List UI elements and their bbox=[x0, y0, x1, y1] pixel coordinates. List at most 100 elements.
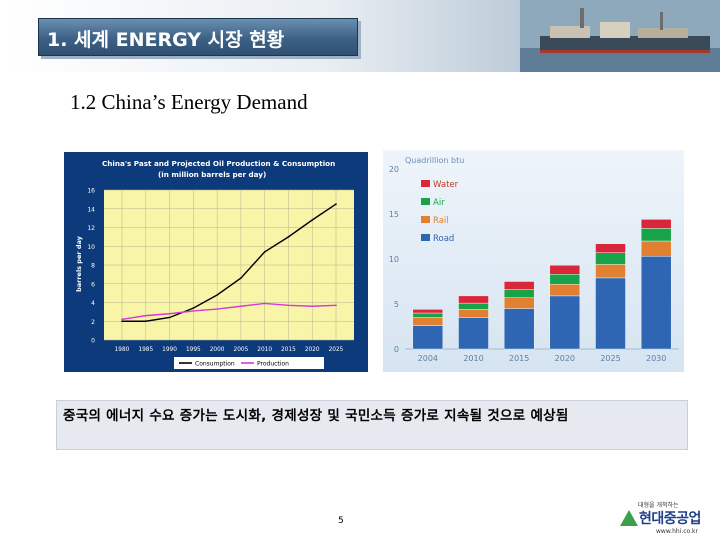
x-tick-label: 1980 bbox=[115, 347, 130, 353]
y-axis-label: barrels per day bbox=[75, 235, 83, 292]
bar-segment-air-2015 bbox=[503, 289, 535, 298]
legend-swatch-water bbox=[421, 180, 430, 187]
data-point-production bbox=[311, 305, 314, 308]
bar-segment-air-2004 bbox=[412, 312, 444, 318]
offshore-platform-image bbox=[520, 0, 720, 72]
bar-segment-rail-2020 bbox=[549, 283, 581, 297]
y-tick-label: 8 bbox=[91, 263, 95, 270]
logo-url: www.hhi.co.kr bbox=[656, 528, 698, 535]
data-point-production bbox=[168, 312, 171, 315]
bar-segment-rail-2030 bbox=[640, 240, 672, 257]
y-tick-label: 16 bbox=[87, 188, 95, 195]
series-line-production bbox=[121, 302, 337, 321]
slide-title: 1. 세계 ENERGY 시장 현황 bbox=[47, 29, 285, 51]
data-point-consumption bbox=[335, 203, 337, 205]
y-tick-labels: 0 2 4 6 8 10 12 14 16 bbox=[87, 188, 95, 345]
bar-segment-air-2025 bbox=[595, 252, 626, 265]
legend: Water Air Rail Road bbox=[421, 180, 459, 244]
x-tick-label: 2020 bbox=[305, 347, 320, 353]
data-point-production bbox=[240, 305, 242, 308]
y-tick-label: 15 bbox=[389, 210, 399, 219]
company-logo: 대형을 개척하는 현대중공업 www.hhi.co.kr bbox=[612, 498, 716, 538]
x-tick-label: 2005 bbox=[234, 347, 249, 353]
chart-subtitle: (in million barrels per day) bbox=[158, 170, 266, 179]
bar-segment-water-2010 bbox=[458, 295, 489, 304]
legend-label-road: Road bbox=[433, 234, 454, 244]
bar-segment-rail-2025 bbox=[595, 264, 626, 279]
legend-swatch-rail bbox=[421, 216, 430, 223]
series-lines bbox=[121, 203, 337, 323]
y-tick-label: 12 bbox=[87, 225, 95, 232]
data-point-production bbox=[335, 304, 337, 307]
data-point-production bbox=[144, 314, 147, 317]
x-tick-labels: 1980 1985 1990 1995 2000 2005 2010 2015 2020 2025 bbox=[115, 347, 344, 353]
y-tick-label: 14 bbox=[87, 206, 95, 213]
bar-segment-road-2004 bbox=[412, 325, 444, 350]
y-tick-label: 6 bbox=[91, 281, 95, 288]
legend-label-consumption: Consumption bbox=[195, 361, 235, 368]
x-tick-label: 2030 bbox=[646, 354, 666, 363]
y-tick-label: 10 bbox=[389, 255, 399, 264]
data-point-consumption bbox=[216, 294, 218, 296]
series-line-consumption bbox=[122, 203, 337, 322]
bar-segment-water-2015 bbox=[503, 281, 535, 290]
bar-segment-road-2020 bbox=[549, 295, 581, 350]
caption-text: 중국의 에너지 수요 증가는 도시화, 경제성장 및 국민소득 증가로 지속될 … bbox=[63, 408, 569, 424]
bar-segment-water-2030 bbox=[640, 219, 672, 229]
bar-segment-water-2025 bbox=[595, 243, 626, 253]
y-tick-label: 4 bbox=[91, 300, 95, 307]
oil-line-chart: China's Past and Projected Oil Productio… bbox=[64, 152, 368, 372]
y-tick-label: 2 bbox=[91, 319, 95, 326]
x-tick-label: 1995 bbox=[186, 347, 201, 353]
y-tick-labels: 0 5 10 15 20 bbox=[389, 165, 399, 354]
x-tick-label: 2025 bbox=[329, 347, 344, 353]
x-tick-label: 1990 bbox=[162, 347, 177, 353]
data-point-production bbox=[121, 318, 123, 321]
data-point-production bbox=[287, 304, 290, 307]
y-tick-label: 0 bbox=[91, 338, 95, 345]
bar-segment-water-2004 bbox=[412, 309, 444, 314]
bar-segment-road-2030 bbox=[640, 256, 672, 350]
chart-title: China's Past and Projected Oil Productio… bbox=[102, 159, 335, 168]
y-tick-label: 5 bbox=[394, 300, 399, 309]
bar-segment-air-2030 bbox=[640, 228, 672, 242]
stacked-bars bbox=[412, 219, 672, 350]
bar-segment-rail-2010 bbox=[458, 309, 489, 318]
logo-tagline: 대형을 개척하는 bbox=[638, 502, 679, 509]
legend-swatch-road bbox=[421, 234, 430, 241]
data-point-consumption bbox=[287, 236, 290, 238]
x-tick-label: 2010 bbox=[463, 354, 483, 363]
legend-label-water: Water bbox=[433, 180, 459, 190]
legend-swatch-air bbox=[421, 198, 430, 205]
data-point-production bbox=[192, 310, 195, 312]
bar-segment-air-2020 bbox=[549, 274, 581, 285]
bar-segment-road-2025 bbox=[595, 277, 626, 350]
x-tick-label: 2015 bbox=[281, 347, 296, 353]
y-tick-label: 10 bbox=[87, 244, 95, 251]
bar-segment-road-2015 bbox=[503, 308, 535, 350]
legend-label-air: Air bbox=[433, 198, 445, 208]
logo-triangle-icon bbox=[620, 510, 638, 526]
unit-label: Quadrillion btu bbox=[405, 156, 464, 165]
x-tick-labels: 2004 2010 2015 2020 2025 2030 bbox=[418, 354, 667, 363]
data-point-production bbox=[263, 302, 266, 305]
page-number: 5 bbox=[338, 516, 344, 526]
x-tick-label: 2004 bbox=[418, 354, 438, 363]
bar-segment-water-2020 bbox=[549, 265, 581, 275]
caption-box: 중국의 에너지 수요 증가는 도시화, 경제성장 및 국민소득 증가로 지속될 … bbox=[56, 400, 688, 450]
data-point-consumption bbox=[263, 251, 266, 253]
data-point-production bbox=[216, 308, 218, 310]
x-tick-label: 2020 bbox=[555, 354, 575, 363]
x-tick-label: 2015 bbox=[509, 354, 529, 363]
data-point-consumption bbox=[121, 320, 123, 323]
y-tick-label: 0 bbox=[394, 345, 399, 354]
title-box: 1. 세계 ENERGY 시장 현황 bbox=[38, 18, 358, 56]
legend-label-rail: Rail bbox=[433, 216, 449, 226]
data-point-consumption bbox=[168, 316, 171, 319]
x-tick-label: 2000 bbox=[210, 347, 225, 353]
bar-segment-road-2010 bbox=[458, 317, 489, 350]
data-point-consumption bbox=[240, 277, 242, 279]
legend-label-production: Production bbox=[257, 361, 289, 368]
bar-segment-rail-2004 bbox=[412, 317, 444, 326]
data-point-consumption bbox=[192, 307, 195, 309]
